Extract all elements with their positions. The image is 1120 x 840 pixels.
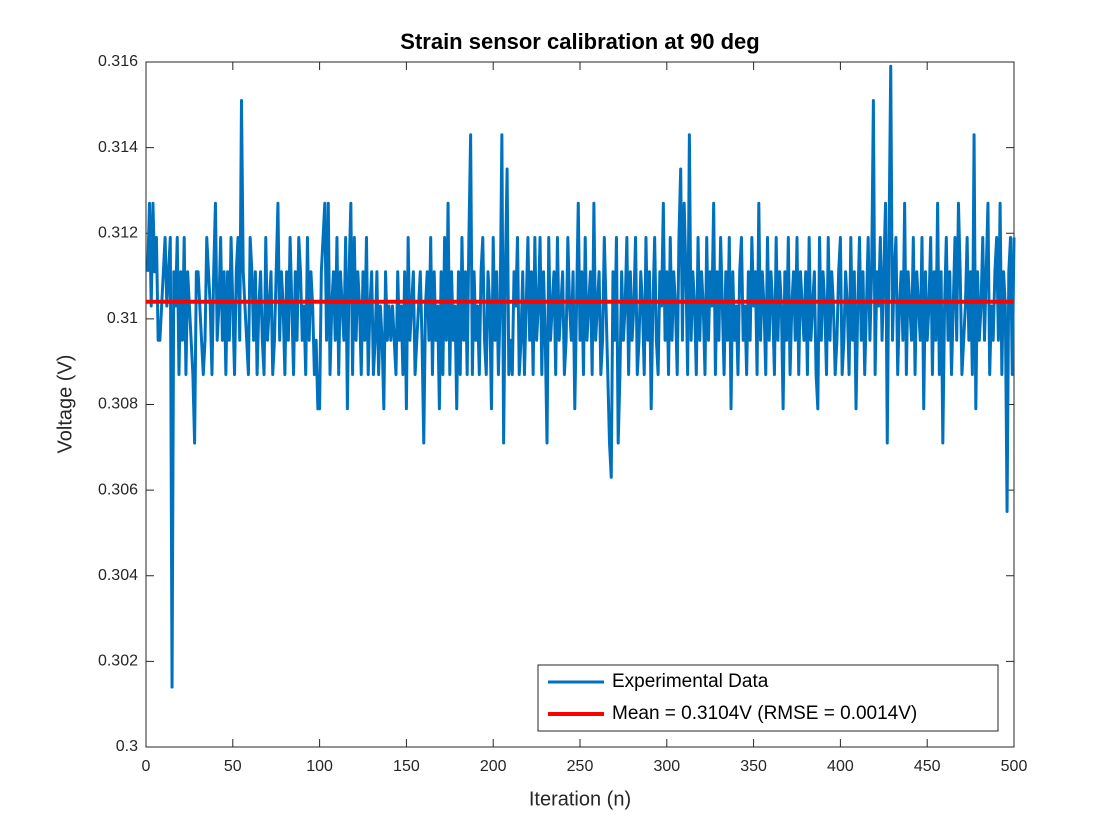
legend-label: Experimental Data [612,671,769,692]
y-tick-label: 0.312 [98,224,138,241]
legend-box [537,664,999,732]
x-tick-label: 100 [306,758,333,775]
y-tick-label: 0.306 [98,481,138,498]
x-tick-label: 350 [740,758,767,775]
x-tick-label: 50 [224,758,242,775]
chart-title: Strain sensor calibration at 90 deg [400,29,759,54]
x-tick-label: 250 [567,758,594,775]
legend-label: Mean = 0.3104V (RMSE = 0.0014V) [612,703,917,724]
plot-area [145,61,1015,748]
y-tick-label: 0.3 [116,738,138,755]
legend: Experimental Data Mean = 0.3104V (RMSE = … [537,664,999,732]
y-tick-label: 0.31 [107,310,138,327]
x-tick-label: 150 [393,758,420,775]
y-tick-label: 0.316 [98,53,138,70]
y-tick-label: 0.304 [98,567,138,584]
y-axis-label: Voltage (V) [54,355,76,454]
y-tick-label: 0.308 [98,396,138,413]
x-tick-label: 500 [1001,758,1028,775]
series-line [146,64,1016,689]
y-tick-label: 0.302 [98,653,138,670]
y-tick-label: 0.314 [98,139,138,156]
x-tick-label: 0 [142,758,151,775]
x-tick-label: 200 [480,758,507,775]
x-tick-label: 400 [827,758,854,775]
x-tick-label: 450 [914,758,941,775]
x-axis-label: Iteration (n) [529,788,631,810]
x-tick-label: 300 [653,758,680,775]
